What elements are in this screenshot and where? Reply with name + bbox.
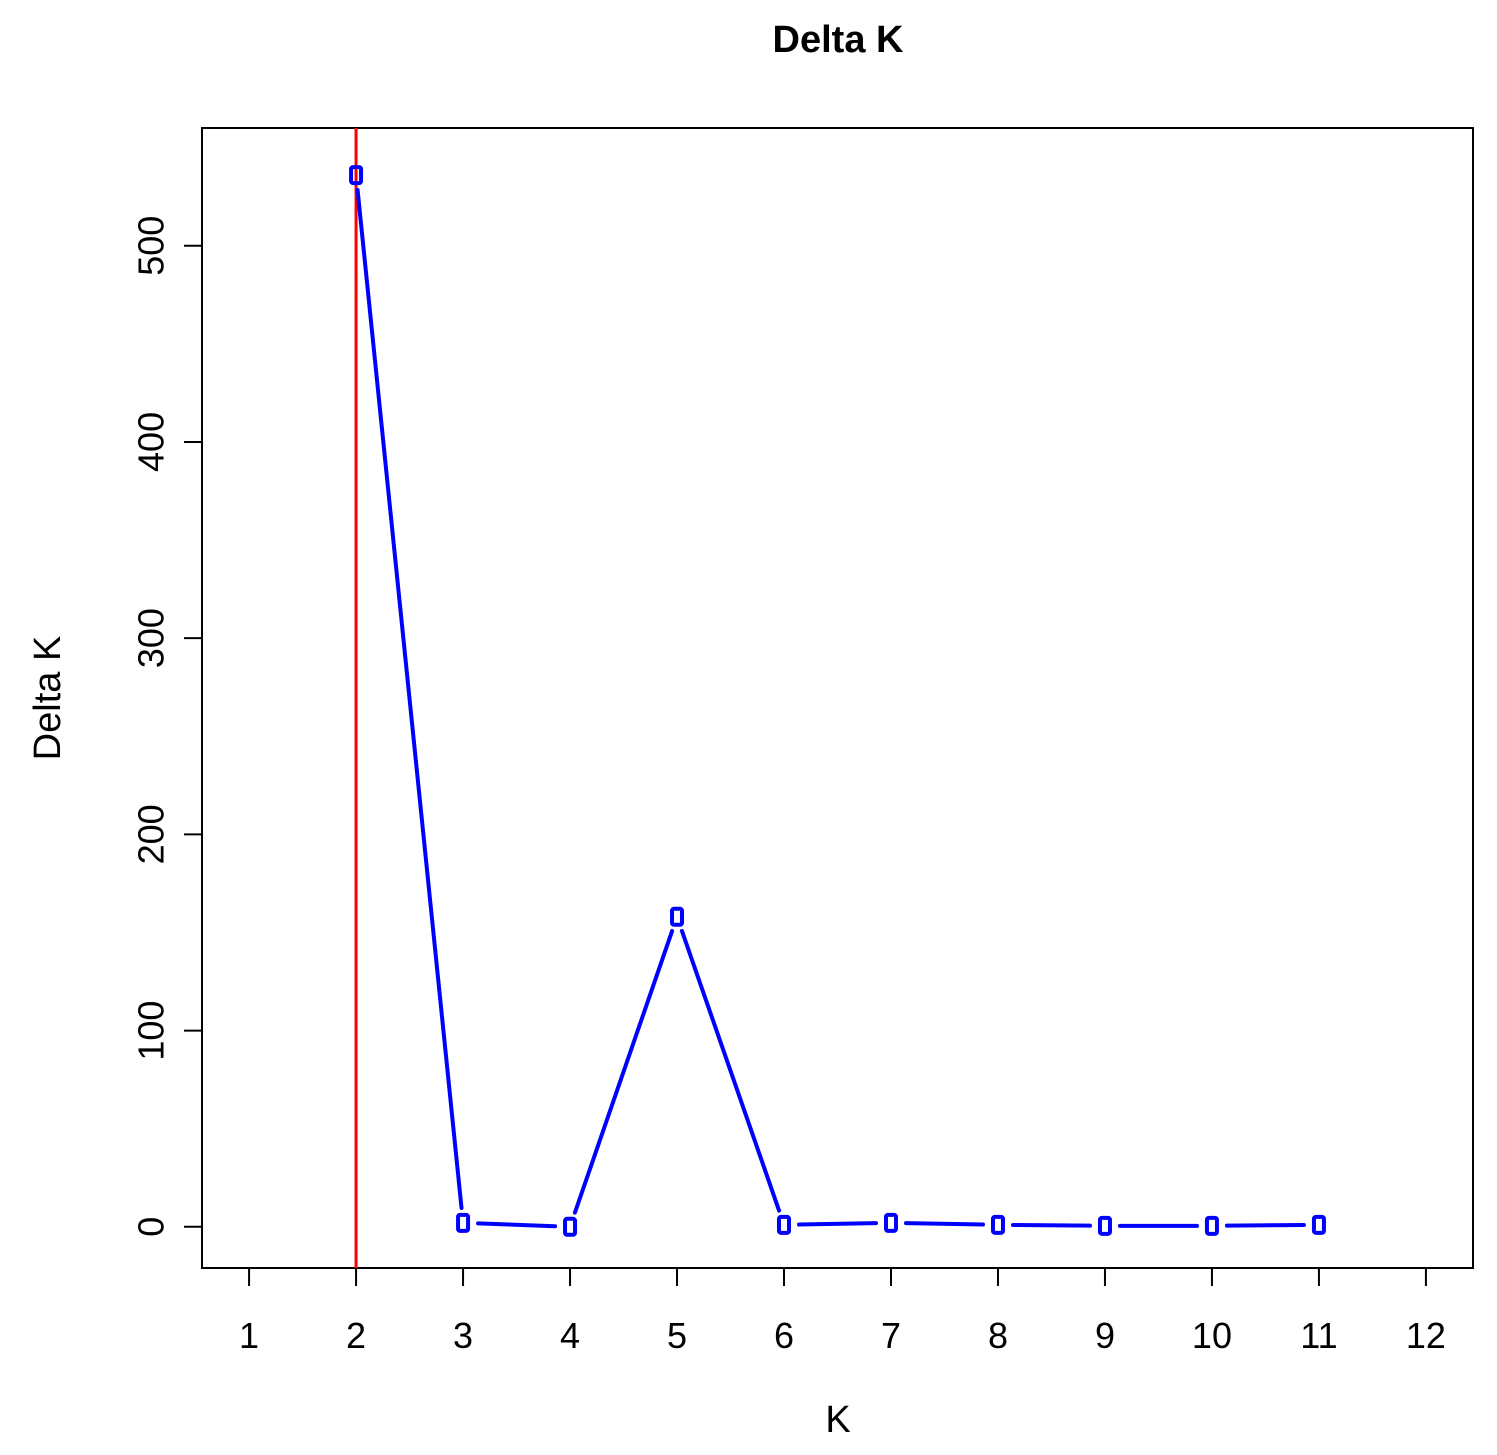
data-point (349, 165, 364, 186)
x-tick-label: 12 (1406, 1315, 1446, 1356)
x-tick-label: 8 (988, 1315, 1008, 1356)
x-tick-label: 10 (1192, 1315, 1232, 1356)
x-tick-label: 11 (1300, 1315, 1337, 1356)
y-axis-label: Delta K (27, 636, 69, 761)
data-point (1097, 1215, 1112, 1236)
series-line-segment (679, 928, 782, 1213)
series-line-segment (797, 1221, 878, 1227)
y-tick-label: 0 (131, 1217, 172, 1237)
series-line-segment (572, 928, 675, 1215)
series-line-segment (476, 1221, 558, 1229)
x-tick-label: 3 (453, 1315, 473, 1356)
series-line-segment (1224, 1222, 1306, 1228)
data-point (990, 1214, 1005, 1235)
x-axis-label: K (825, 1399, 850, 1441)
y-tick-label: 300 (131, 608, 172, 668)
plot-frame (201, 127, 1474, 1269)
data-point (777, 1214, 792, 1235)
x-axis: 1 2 3 4 5 6 7 8 9 10 11 12 (239, 1267, 1446, 1356)
y-tick-label: 500 (131, 216, 172, 276)
data-point (883, 1212, 898, 1233)
data-point (456, 1212, 471, 1233)
series-line-segment (903, 1221, 985, 1227)
y-tick-label: 200 (131, 804, 172, 864)
x-tick-label: 5 (667, 1315, 687, 1356)
x-tick-label: 4 (560, 1315, 580, 1356)
series-line-segment (1010, 1222, 1092, 1228)
series-line-segment (355, 188, 464, 1210)
y-axis: 0 100 200 300 400 500 (131, 216, 203, 1237)
y-tick-label: 400 (131, 412, 172, 472)
series-layer (349, 165, 1326, 1237)
chart-title: Delta K (773, 19, 904, 61)
x-tick-label: 1 (239, 1315, 259, 1356)
data-point (670, 906, 685, 927)
x-tick-label: 9 (1095, 1315, 1115, 1356)
data-point (1311, 1214, 1326, 1235)
x-tick-label: 6 (774, 1315, 794, 1356)
data-point (1204, 1215, 1219, 1236)
x-tick-label: 2 (346, 1315, 366, 1356)
y-tick-label: 100 (131, 1001, 172, 1061)
data-point (563, 1216, 578, 1237)
x-tick-label: 7 (881, 1315, 901, 1356)
